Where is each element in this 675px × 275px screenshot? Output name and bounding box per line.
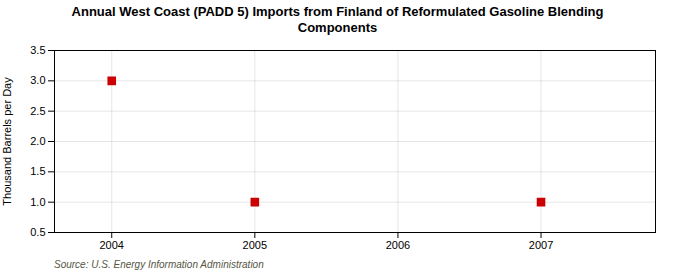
svg-text:2005: 2005	[243, 239, 267, 251]
svg-text:2.5: 2.5	[30, 105, 45, 117]
svg-text:Thousand Barrels per Day: Thousand Barrels per Day	[1, 77, 13, 206]
svg-text:3.5: 3.5	[30, 44, 45, 56]
svg-text:2004: 2004	[99, 239, 123, 251]
svg-text:2.0: 2.0	[30, 135, 45, 147]
svg-text:1.0: 1.0	[30, 196, 45, 208]
svg-text:2006: 2006	[386, 239, 410, 251]
svg-text:2007: 2007	[529, 239, 553, 251]
html-text:Source: U.S. Energy Informatio: Source: U.S. Energy Information Administ…	[54, 259, 264, 270]
svg-text:0.5: 0.5	[30, 226, 45, 238]
svg-text:3.0: 3.0	[30, 74, 45, 86]
svg-text:1.5: 1.5	[30, 165, 45, 177]
html-text:Annual West Coast (PADD 5) Imp: Annual West Coast (PADD 5) Imports from …	[71, 4, 604, 35]
